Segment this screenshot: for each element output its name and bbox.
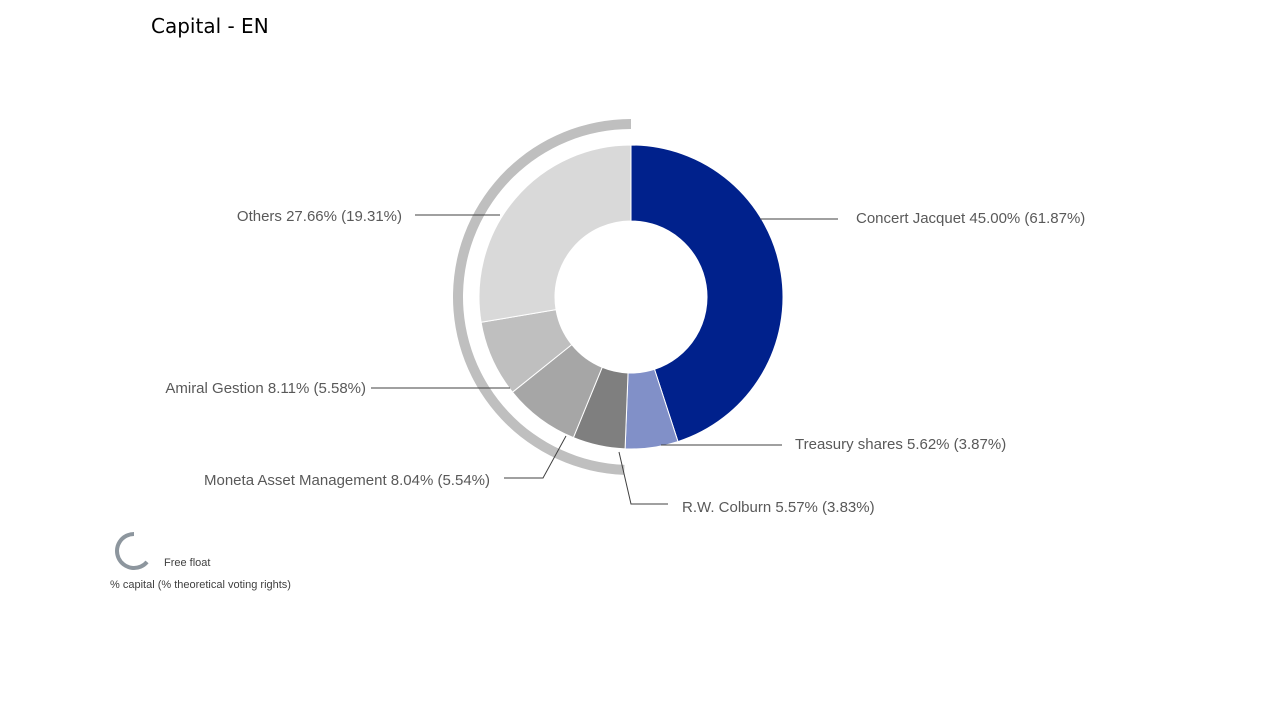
slice-others (478, 144, 632, 323)
label-others: Others 27.66% (19.31%) (237, 208, 402, 225)
slice-concert-jacquet (630, 144, 784, 443)
label-r-w-colburn: R.W. Colburn 5.57% (3.83%) (682, 499, 875, 516)
label-concert-jacquet: Concert Jacquet 45.00% (61.87%) (856, 210, 1085, 227)
page-title: Capital - EN (151, 14, 269, 38)
free-float-legend-icon (115, 532, 149, 570)
label-amiral-gestion: Amiral Gestion 8.11% (5.58%) (165, 380, 366, 397)
leader-line-r-w-colburn (618, 451, 668, 505)
legend: Free float % capital (% theoretical voti… (110, 528, 370, 598)
label-treasury-shares: Treasury shares 5.62% (3.87%) (795, 436, 1006, 453)
label-moneta-asset-management: Moneta Asset Management 8.04% (5.54%) (204, 472, 490, 489)
legend-free-float-label: Free float (164, 557, 211, 569)
leader-line-moneta-asset-management (504, 435, 567, 479)
legend-note: % capital (% theoretical voting rights) (110, 579, 291, 591)
